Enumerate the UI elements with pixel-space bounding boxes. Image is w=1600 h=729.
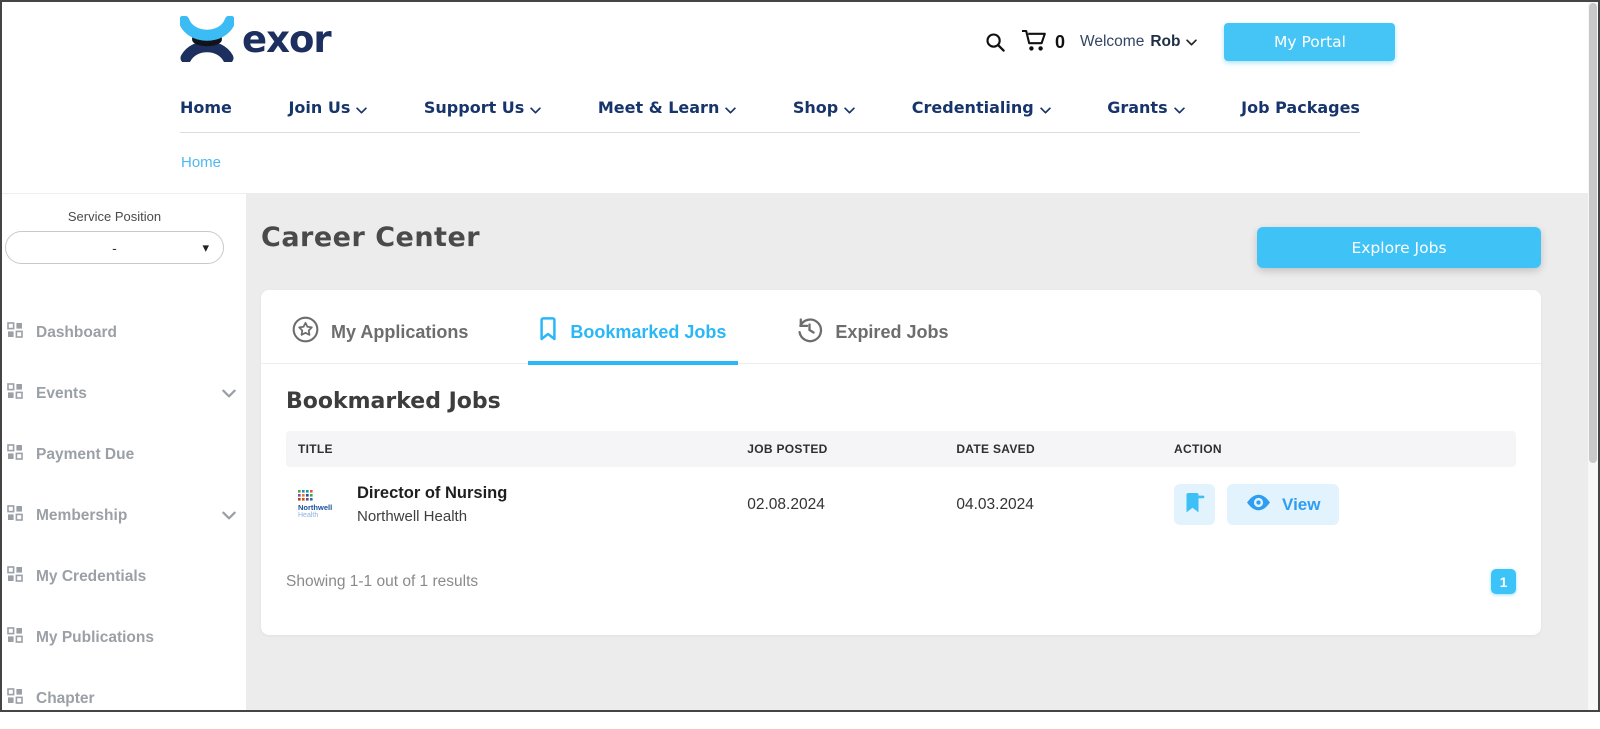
service-position-label: Service Position [67, 209, 162, 224]
tab-expired-jobs[interactable]: Expired Jobs [794, 314, 958, 363]
column-header-title: TITLE [298, 442, 333, 456]
job-company: Northwell Health [357, 508, 468, 525]
service-position-select[interactable]: - ▾ [5, 231, 224, 264]
cart-count: 0 [1055, 31, 1066, 52]
grid-icon [7, 688, 23, 709]
column-header-date-saved: DATE SAVED [956, 442, 1035, 456]
results-count-text: Showing 1-1 out of 1 results [286, 572, 479, 590]
chevron-down-icon [530, 99, 542, 118]
nav-item-meet-learn[interactable]: Meet & Learn [598, 96, 737, 118]
pagination-page-1[interactable]: 1 [1491, 569, 1516, 594]
sidebar-item-dashboard[interactable]: Dashboard [0, 302, 246, 363]
chevron-down-icon [725, 99, 737, 118]
exor-logo[interactable]: exor [178, 15, 332, 67]
grid-icon [7, 505, 23, 526]
column-header-action: ACTION [1174, 442, 1222, 456]
nav-item-home[interactable]: Home [180, 97, 232, 117]
sidebar: Service Position - ▾ Dashboard Events Pa… [0, 193, 246, 712]
welcome-text: Welcome [1080, 33, 1145, 50]
grid-icon [7, 322, 23, 343]
grid-icon [7, 566, 23, 587]
select-caret-icon: ▾ [202, 240, 209, 255]
sidebar-item-membership[interactable]: Membership [0, 485, 246, 546]
chevron-down-icon [1173, 99, 1185, 118]
main-nav: Home Join Us Support Us Meet & Learn Sho… [180, 96, 1360, 118]
chevron-down-icon [222, 385, 236, 403]
user-menu[interactable]: Welcome Rob [1080, 33, 1198, 51]
page-title: Career Center [261, 222, 481, 253]
column-header-job-posted: JOB POSTED [747, 442, 828, 456]
chevron-down-icon [356, 99, 368, 118]
tab-bar: My Applications Bookmarked Jobs Expired … [261, 290, 1541, 365]
table-header-row: TITLE JOB POSTED DATE SAVED ACTION [286, 431, 1516, 467]
history-clock-icon [796, 316, 823, 348]
service-position-value: - [112, 239, 117, 256]
eye-icon [1246, 494, 1271, 516]
sidebar-item-chapter[interactable]: Chapter [0, 668, 246, 729]
explore-jobs-button[interactable]: Explore Jobs [1257, 227, 1541, 268]
my-portal-button[interactable]: My Portal [1224, 23, 1396, 61]
nav-divider [180, 132, 1360, 133]
northwell-health-logo: Northwell Health [298, 485, 344, 525]
nav-item-join-us[interactable]: Join Us [288, 96, 368, 118]
logo-line1: Northwell [298, 502, 333, 512]
chevron-down-icon [844, 99, 855, 118]
view-button[interactable]: View [1227, 484, 1340, 525]
search-icon[interactable] [985, 32, 1006, 53]
grid-icon [7, 627, 23, 648]
sidebar-item-my-publications[interactable]: My Publications [0, 607, 246, 668]
bookmark-remove-icon [1184, 492, 1205, 518]
nav-item-job-packages[interactable]: Job Packages [1241, 97, 1360, 117]
logo-line2: Health [298, 511, 319, 519]
bookmark-icon [538, 317, 558, 347]
star-circle-icon [292, 316, 319, 348]
chevron-down-icon [222, 507, 236, 525]
nav-item-grants[interactable]: Grants [1107, 96, 1185, 118]
sidebar-item-events[interactable]: Events [0, 363, 246, 424]
sidebar-item-my-credentials[interactable]: My Credentials [0, 546, 246, 607]
main-content: Career Center Explore Jobs My Applicatio… [246, 193, 1588, 712]
tab-bookmarked-jobs[interactable]: Bookmarked Jobs [528, 314, 739, 365]
sidebar-item-payment-due[interactable]: Payment Due [0, 424, 246, 485]
logo-wordmark: exor [242, 18, 332, 61]
chevron-down-icon [1186, 33, 1198, 51]
vertical-scrollbar [1588, 2, 1598, 710]
career-center-card: My Applications Bookmarked Jobs Expired … [261, 290, 1541, 635]
chevron-down-icon [1039, 99, 1051, 118]
remove-bookmark-button[interactable] [1174, 484, 1216, 525]
grid-icon [7, 383, 23, 404]
nav-item-shop[interactable]: Shop [793, 96, 855, 118]
site-header: exor 0 Welcome Rob My Portal Home Join U… [0, 0, 1588, 193]
grid-icon [7, 444, 23, 465]
scrollbar-thumb[interactable] [1589, 3, 1597, 463]
section-title: Bookmarked Jobs [286, 389, 501, 414]
job-posted-date: 02.08.2024 [747, 495, 825, 513]
job-title: Director of Nursing [357, 484, 508, 502]
date-saved: 04.03.2024 [956, 495, 1034, 513]
sidebar-menu: Dashboard Events Payment Due Membership … [0, 302, 246, 729]
view-button-label: View [1282, 494, 1321, 514]
nav-item-credentialing[interactable]: Credentialing [912, 96, 1051, 118]
exor-logo-icon [178, 15, 236, 67]
breadcrumb-home[interactable]: Home [181, 154, 222, 171]
cart-icon [1021, 28, 1048, 57]
cart-button[interactable]: 0 [1021, 28, 1065, 57]
header-utilities: 0 Welcome Rob My Portal [985, 22, 1396, 62]
bookmarked-jobs-table: TITLE JOB POSTED DATE SAVED ACTION North… [286, 431, 1516, 545]
results-row: Showing 1-1 out of 1 results 1 [286, 569, 1516, 594]
table-row: Northwell Health Director of Nursing Nor… [286, 467, 1516, 545]
nav-item-support-us[interactable]: Support Us [424, 96, 542, 118]
tab-my-applications[interactable]: My Applications [290, 314, 478, 363]
user-name: Rob [1150, 33, 1181, 50]
